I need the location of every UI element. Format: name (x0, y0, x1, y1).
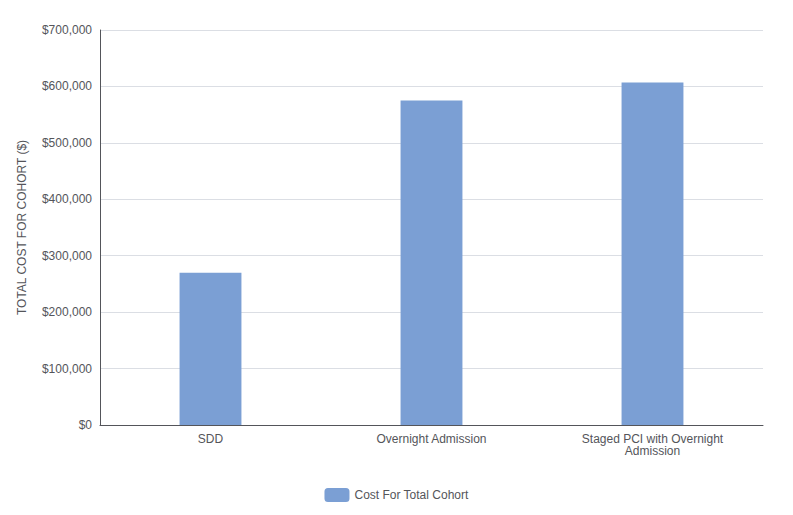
svg-text:Overnight Admission: Overnight Admission (376, 432, 486, 446)
svg-text:Admission: Admission (625, 444, 680, 458)
svg-text:$400,000: $400,000 (42, 192, 92, 206)
svg-text:$300,000: $300,000 (42, 249, 92, 263)
svg-text:$700,000: $700,000 (42, 23, 92, 37)
svg-text:$600,000: $600,000 (42, 79, 92, 93)
svg-text:$0: $0 (79, 418, 93, 432)
svg-text:TOTAL COST FOR COHORT ($): TOTAL COST FOR COHORT ($) (15, 140, 29, 315)
svg-text:SDD: SDD (198, 432, 224, 446)
svg-text:$500,000: $500,000 (42, 136, 92, 150)
svg-text:Cost For Total Cohort: Cost For Total Cohort (354, 488, 468, 502)
svg-text:$200,000: $200,000 (42, 305, 92, 319)
svg-text:Staged PCI with Overnight: Staged PCI with Overnight (581, 432, 724, 446)
svg-text:$100,000: $100,000 (42, 362, 92, 376)
